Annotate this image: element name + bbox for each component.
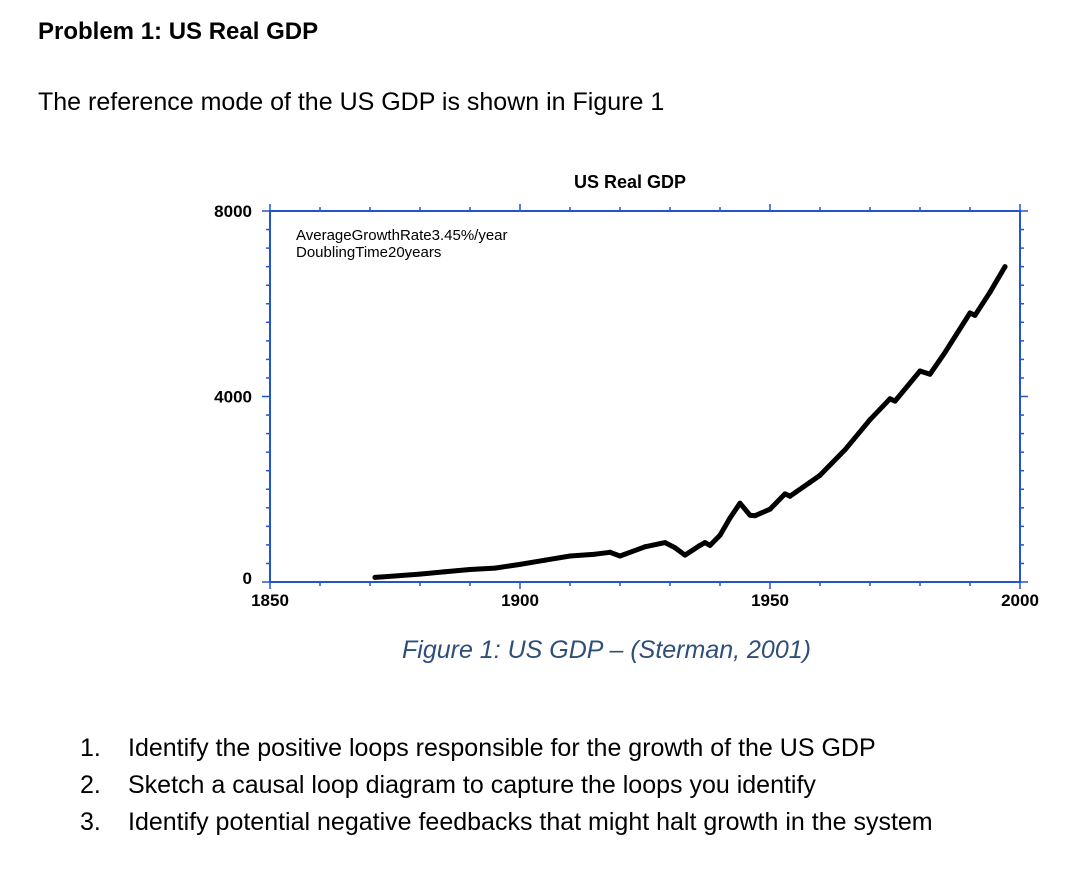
data-point <box>867 417 873 423</box>
chart-title: US Real GDP <box>574 172 686 192</box>
question-item: 2. Sketch a causal loop diagram to captu… <box>80 767 933 804</box>
x-tick-label: 2000 <box>1001 591 1039 610</box>
data-point <box>707 542 713 548</box>
data-point <box>492 565 498 571</box>
data-point <box>607 549 613 555</box>
data-point <box>372 574 378 580</box>
data-point <box>787 493 793 499</box>
x-tick-label: 1850 <box>251 591 289 610</box>
data-point <box>592 551 598 557</box>
question-list: 1. Identify the positive loops responsib… <box>80 730 933 841</box>
question-number: 1. <box>80 734 101 762</box>
data-point <box>682 552 688 558</box>
question-text: Identify the positive loops responsible … <box>128 734 876 762</box>
plot-frame <box>269 210 1021 583</box>
problem-heading: Problem 1: US Real GDP <box>38 18 319 45</box>
data-point <box>467 567 473 572</box>
question-text: Identify potential negative feedbacks th… <box>128 808 933 836</box>
data-point <box>737 500 743 506</box>
data-point <box>887 396 893 402</box>
question-text: Sketch a causal loop diagram to capture … <box>128 771 816 799</box>
question-item: 1. Identify the positive loops responsib… <box>80 730 933 767</box>
data-point <box>727 515 733 521</box>
data-point <box>442 569 448 575</box>
chart-annotation-growth-rate: AverageGrowthRate3.45%/year <box>296 227 508 244</box>
data-point <box>917 368 923 374</box>
data-point <box>817 472 823 478</box>
data-point <box>767 506 773 512</box>
question-item: 3. Identify potential negative feedbacks… <box>80 804 933 841</box>
question-number: 2. <box>80 771 101 799</box>
y-tick-label: 0 <box>243 569 252 588</box>
data-point <box>697 542 703 548</box>
data-point <box>542 557 548 563</box>
data-point <box>972 312 978 318</box>
data-point <box>927 371 933 377</box>
data-point <box>747 512 753 518</box>
data-point <box>942 349 948 355</box>
data-point <box>967 310 973 316</box>
data-point <box>672 545 678 551</box>
data-point <box>642 544 648 550</box>
data-point <box>417 571 423 577</box>
data-point <box>782 491 788 497</box>
y-tick-label: 4000 <box>214 388 252 407</box>
data-point <box>842 447 848 453</box>
data-point <box>892 398 898 404</box>
chart-ticks: 1850 1900 1950 2000 0 4000 8000 <box>214 202 1039 610</box>
figure-caption: Figure 1: US GDP – (Sterman, 2001) <box>402 636 811 664</box>
y-tick-label: 8000 <box>214 202 252 221</box>
data-point <box>702 540 708 546</box>
data-point <box>987 289 993 295</box>
intro-text: The reference mode of the US GDP is show… <box>38 88 665 116</box>
data-point <box>807 479 813 485</box>
chart-axes <box>269 210 1021 583</box>
data-point <box>717 532 723 538</box>
data-point <box>517 561 523 567</box>
data-point <box>567 553 573 559</box>
x-tick-label: 1950 <box>751 591 789 610</box>
chart-series <box>372 264 1008 580</box>
data-point <box>617 553 623 559</box>
data-point <box>662 540 668 546</box>
chart-annotation-doubling-time: DoublingTime20years <box>296 244 441 261</box>
data-point <box>1002 264 1008 270</box>
data-point <box>752 513 758 519</box>
x-tick-label: 1900 <box>501 591 539 610</box>
series-line-us-real-gdp <box>372 264 1008 580</box>
question-number: 3. <box>80 808 101 836</box>
